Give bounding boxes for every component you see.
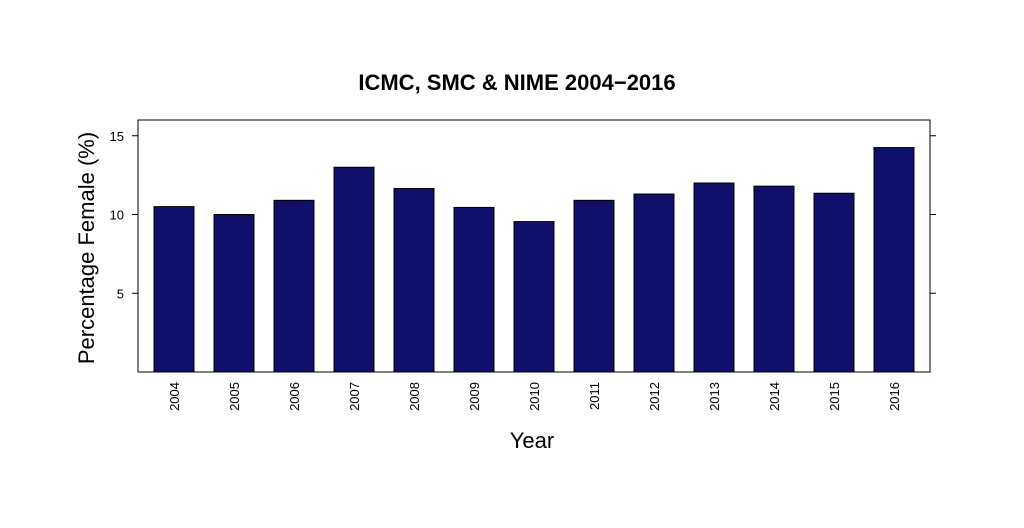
y-tick-label-15: 15 xyxy=(110,129,124,144)
x-tick-label-2014: 2014 xyxy=(767,382,782,411)
x-tick-label-2010: 2010 xyxy=(527,382,542,411)
bar-2005 xyxy=(213,214,255,373)
bar-2007 xyxy=(333,166,375,373)
y-tick-label-10: 10 xyxy=(110,208,124,223)
x-tick-label-2009: 2009 xyxy=(467,382,482,411)
bar-2011 xyxy=(573,199,615,373)
bars-group xyxy=(153,147,915,373)
x-tick-label-2007: 2007 xyxy=(347,382,362,411)
chart-title: ICMC, SMC & NIME 2004−2016 xyxy=(358,70,675,95)
y-axis-label: Percentage Female (%) xyxy=(74,132,99,364)
x-axis-label: Year xyxy=(510,428,554,453)
x-tick-label-2008: 2008 xyxy=(407,382,422,411)
x-tick-label-2015: 2015 xyxy=(827,382,842,411)
bar-2006 xyxy=(273,199,315,373)
x-tick-labels: 2004 2005 2006 2007 2008 2009 2010 2011 2012 2013… xyxy=(167,382,902,411)
x-tick-label-2016: 2016 xyxy=(887,382,902,411)
bar-2016 xyxy=(873,147,915,373)
x-tick-label-2006: 2006 xyxy=(287,382,302,411)
bar-2015 xyxy=(813,192,855,373)
bar-2009 xyxy=(453,206,495,373)
x-tick-label-2012: 2012 xyxy=(647,382,662,411)
bar-2008 xyxy=(393,188,435,373)
bar-2010 xyxy=(513,221,555,373)
y-tick-label-5: 5 xyxy=(117,286,124,301)
bar-2014 xyxy=(753,185,795,373)
bar-2013 xyxy=(693,182,735,373)
y-axis: 5 10 15 xyxy=(110,129,936,301)
x-tick-label-2013: 2013 xyxy=(707,382,722,411)
x-tick-label-2005: 2005 xyxy=(227,382,242,411)
bar-2012 xyxy=(633,193,675,373)
x-tick-label-2004: 2004 xyxy=(167,382,182,411)
bar-2004 xyxy=(153,206,195,373)
x-tick-label-2011: 2011 xyxy=(587,382,602,410)
